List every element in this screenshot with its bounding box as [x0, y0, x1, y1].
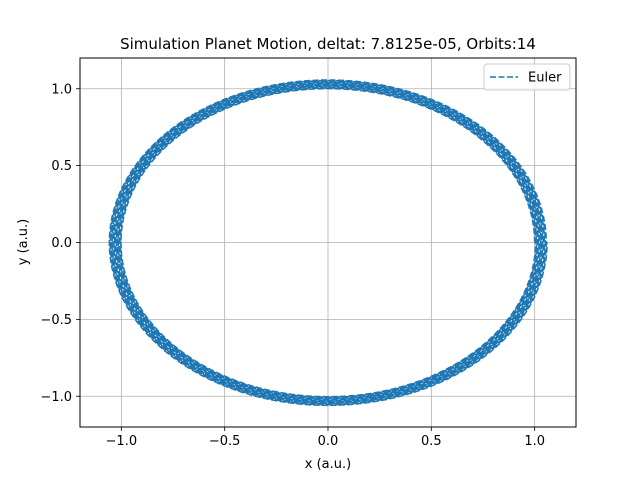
x-tick-label: 1.0	[524, 434, 545, 449]
legend: Euler	[483, 63, 571, 91]
legend-box	[483, 63, 571, 91]
y-tick-label: 1.0	[51, 82, 72, 97]
legend-label-euler: Euler	[528, 71, 562, 86]
x-axis-label: x (a.u.)	[305, 457, 351, 472]
x-tick-label: −0.5	[209, 434, 241, 449]
x-tick-label: 0.0	[318, 434, 339, 449]
y-tick-label: −0.5	[40, 313, 72, 328]
y-axis-label: y (a.u.)	[16, 219, 31, 265]
x-tick-label: 0.5	[421, 434, 442, 449]
y-tick-label: 0.0	[51, 236, 72, 251]
series-line-euler	[108, 79, 548, 407]
axis-ticks: −1.0 −0.5 0.0 0.5 1.0 −1.0 −0.5 0.0 0.5 1.0	[40, 82, 545, 449]
chart-title: Simulation Planet Motion, deltat: 7.8125…	[120, 35, 536, 53]
y-tick-label: −1.0	[40, 390, 72, 405]
series-euler	[108, 79, 548, 407]
y-tick-label: 0.5	[51, 159, 72, 174]
x-tick-label: −1.0	[106, 434, 138, 449]
